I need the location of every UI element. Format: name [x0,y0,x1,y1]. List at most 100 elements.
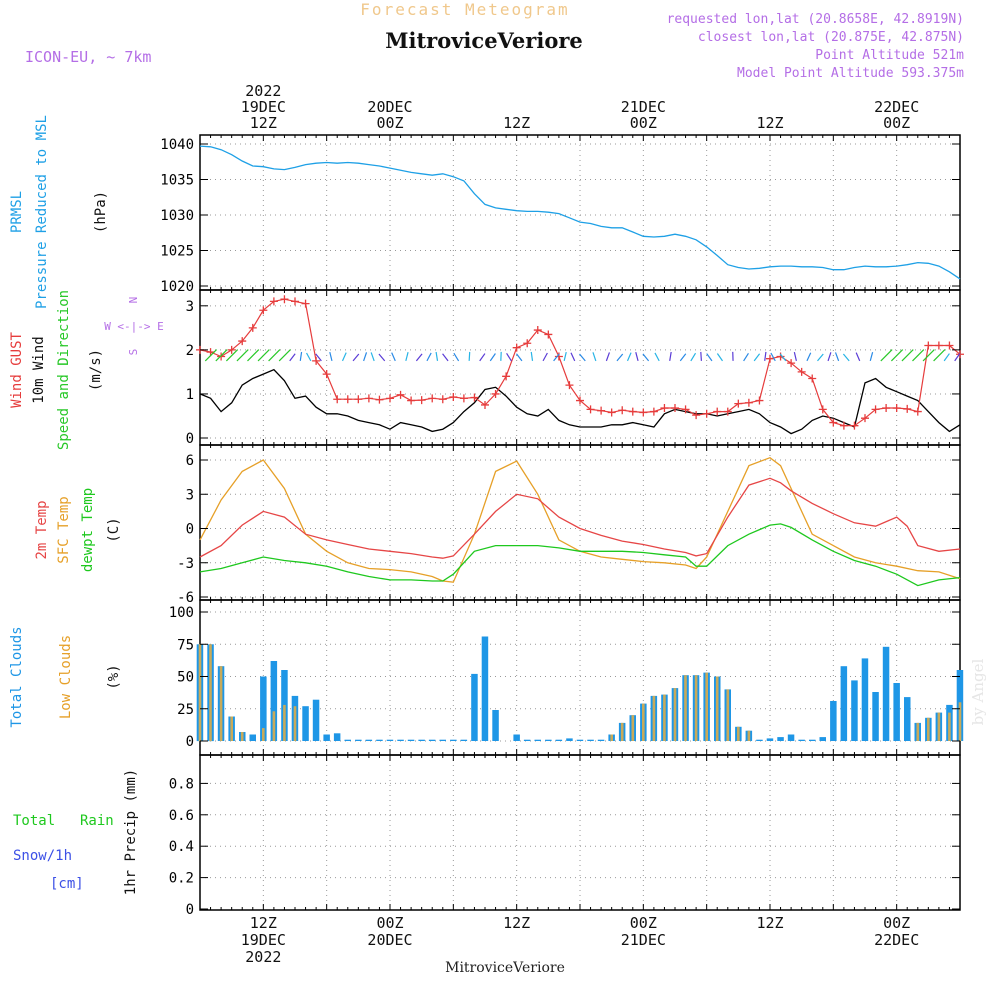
wind-direction-arrow [669,351,672,361]
time-label-top: 19DEC [241,98,286,116]
wind-direction-arrow [516,353,523,362]
wind-direction-arrow [922,349,935,362]
gust-marker [375,395,384,404]
cloud-labels: Total Clouds Low Clouds (%) [9,626,122,727]
gust-marker [544,330,553,339]
y-tick-label: 0.4 [169,839,194,855]
gust-marker [766,354,774,363]
info-point-altitude: Point Altitude 521m [815,48,964,63]
gust-marker [438,395,447,404]
gust-marker [818,405,827,414]
time-label-bottom: 19DEC [241,931,286,949]
total-cloud-bar [481,636,489,741]
gust-marker [512,343,521,352]
total-cloud-bar [893,683,900,741]
time-label-top: 22DEC [874,98,919,116]
wind-direction-arrow [943,353,950,362]
y-tick-label: 0 [186,734,194,750]
panel-pressure-frame [199,134,961,291]
total-cloud-bar [492,710,499,741]
low-cloud-bar [293,706,297,741]
wind-direction-arrow [690,352,697,362]
wind-direction-arrow [405,352,409,362]
wind-direction-arrow [363,352,368,362]
wind-direction-arrow [268,349,281,362]
total-cloud-bar [830,701,837,741]
wind-direction-arrow [793,351,797,362]
y-tick-label: 1025 [160,244,194,260]
gust-marker [364,394,373,403]
gust-line [199,298,961,427]
total-cloud-bar [555,739,563,741]
wind-direction-arrow [626,352,632,362]
low-cloud-bar [652,695,656,741]
gust-marker [481,400,489,409]
total-cloud-bar [809,739,816,741]
precip-label-cm: [cm] [50,876,84,892]
time-label-top: 00Z [883,114,910,132]
gust-marker [354,395,363,404]
wind-direction-arrow [378,353,386,362]
time-label-top: 21DEC [621,98,666,116]
wind-direction-arrow [855,352,861,362]
gust-marker [671,404,679,413]
gust-marker [734,399,743,408]
wind-speed-line [199,368,961,435]
y-tick-label: 1 [186,387,194,403]
total-cloud-bar [545,739,552,741]
info-closest: closest lon,lat (20.875E, 42.875N) [698,30,964,45]
compass-n: N [127,297,140,304]
low-cloud-bar [209,644,212,742]
wind-direction-arrow [579,353,586,362]
panel-temp-frame [199,444,961,601]
y-tick-label: 0.2 [169,871,194,887]
panel-precip-frame [199,754,961,911]
wind-direction-arrow [834,352,840,362]
wind-direction-arrow [912,349,925,362]
low-cloud-bar [747,730,751,741]
y-tick-label: 50 [177,670,194,686]
wind-direction-arrow [315,353,322,362]
wind-direction-arrow [225,349,239,362]
y-tick-label: 6 [186,453,194,469]
temp-labels: 2m Temp SFC Temp dewpt Temp (C) [34,488,122,572]
y-tick-label: 100 [169,605,194,621]
total-cloud-bar [460,739,468,741]
y-tick-label: 1035 [160,173,194,189]
total-cloud-bar [471,673,478,741]
wind-direction-arrow [247,349,260,362]
total-cloud-bar [312,699,320,741]
model-label: ICON-EU, ~ 7km [25,48,151,66]
time-label-top: 12Z [250,114,277,132]
total-cloud-bar [386,739,394,741]
wind-direction-arrow [435,351,439,361]
gust-marker [576,396,584,405]
low-cloud-bar [726,689,730,741]
time-label-bottom: 00Z [883,914,910,932]
y-tick-label: 0 [186,522,194,538]
low-cloud-bar [642,703,645,741]
wind-direction-arrow [654,352,660,362]
gust-marker [597,406,606,415]
low-cloud-bar [620,722,624,741]
wind-direction-arrow [426,352,432,362]
total-cloud-bar [840,666,848,741]
wind-direction-arrow [530,351,534,361]
gust-marker [502,372,511,381]
gust-marker [861,414,869,423]
low-cloud-bar [219,666,223,741]
wind-direction-arrow [204,349,218,362]
low-cloud-bar [684,675,687,741]
gust-marker [723,407,732,416]
gust-marker [217,352,226,361]
chart-title: MitroviceVeriore [385,28,583,53]
pressure-label-msl: Pressure Reduced to MSL [34,115,50,309]
gust-marker [491,389,500,398]
total-cloud-bar [397,739,404,741]
low-cloud-bar [958,702,962,741]
gust-marker [607,408,616,417]
total-cloud-bar [355,739,362,741]
wind-direction-arrow [592,352,597,362]
y-tick-label: -3 [177,556,194,572]
